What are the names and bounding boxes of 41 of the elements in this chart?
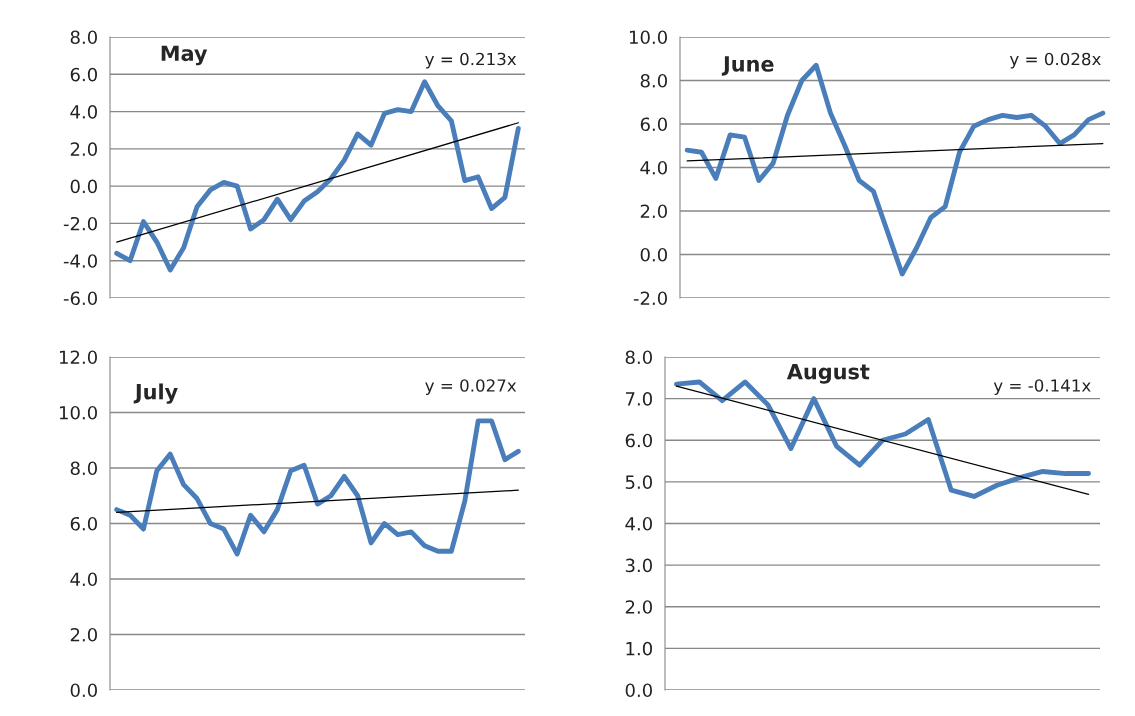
y-tick-label: -2.0 (633, 291, 667, 306)
y-tick-label: 0.0 (70, 179, 97, 194)
y-tick-label: 4.0 (70, 105, 97, 119)
y-tick-label: 2.0 (625, 600, 652, 614)
y-tick-label: 4.0 (640, 160, 667, 175)
y-tick-label: 3.0 (625, 558, 652, 573)
chart-title: May (161, 45, 208, 66)
y-tick-label: 12.0 (59, 350, 97, 365)
annotation: y = -0.141x (993, 379, 1091, 396)
text: June (721, 56, 774, 76)
line-series (114, 418, 521, 557)
chart-title: August (786, 364, 870, 384)
y-tick-label: 0.0 (70, 683, 97, 698)
y-tick-label: 0.0 (640, 247, 667, 262)
y-tick-label: 10.0 (59, 405, 97, 420)
y-tick-label: 7.0 (625, 392, 652, 406)
y-tick-label: 6.0 (70, 516, 97, 531)
y-tick-label: 6.0 (640, 117, 667, 132)
y-tick-label: 6.0 (70, 67, 97, 82)
y-tick-label: 2.0 (640, 204, 667, 219)
y-tick-label: 0.0 (625, 683, 652, 698)
y-tick-label: -4.0 (63, 254, 97, 268)
y-tick-label: 8.0 (640, 73, 667, 88)
text: July (133, 383, 178, 404)
y-tick-label: 8.0 (70, 461, 97, 476)
y-tick-label: 10.0 (629, 30, 667, 45)
annotation: y = 0.027x (425, 379, 517, 396)
annotation: y = 0.213x (425, 52, 517, 69)
y-tick-label: 2.0 (70, 142, 97, 156)
y-tick-label: 8.0 (625, 350, 652, 365)
y-tick-label: 4.0 (70, 572, 97, 587)
y-tick-label: 4.0 (625, 516, 652, 531)
y-tick-label: -6.0 (63, 291, 97, 306)
line-series (114, 79, 521, 273)
annotation: y = 0.028x (1009, 52, 1101, 69)
y-tick-label: 2.0 (70, 627, 97, 642)
y-tick-label: 1.0 (626, 641, 652, 656)
y-tick-label: -2.0 (63, 216, 97, 231)
y-tick-label: 8.0 (70, 30, 97, 45)
y-tick-label: 5.0 (625, 475, 652, 489)
y-tick-label: 6.0 (625, 433, 652, 448)
